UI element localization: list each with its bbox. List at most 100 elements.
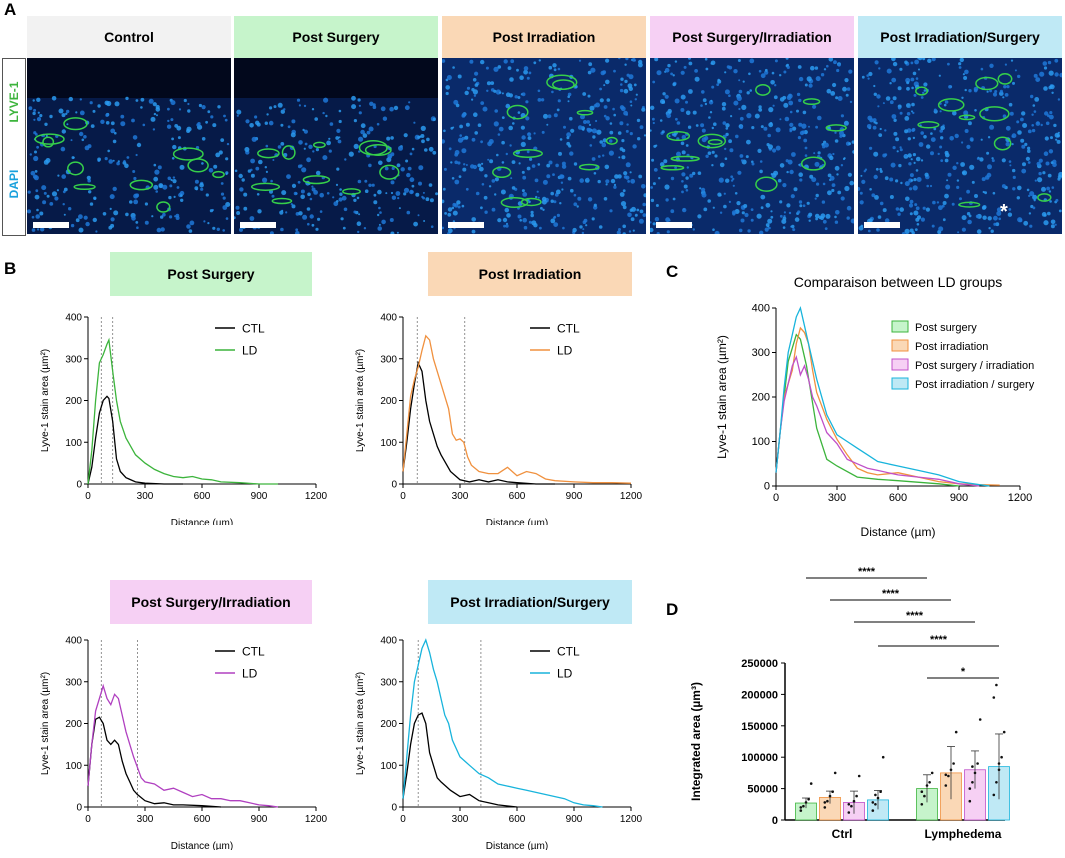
dapi-nucleus	[528, 200, 531, 204]
dapi-nucleus	[319, 192, 324, 198]
dapi-nucleus	[737, 59, 741, 62]
dapi-nucleus	[281, 190, 287, 196]
dapi-nucleus	[724, 71, 727, 74]
dapi-nucleus	[620, 83, 623, 86]
dapi-nucleus	[364, 179, 368, 183]
dapi-nucleus	[767, 133, 771, 138]
dapi-nucleus	[482, 106, 488, 112]
lyve1-vessel	[67, 161, 84, 176]
dapi-nucleus	[28, 106, 33, 111]
dapi-nucleus	[622, 189, 626, 193]
dapi-nucleus	[627, 212, 632, 218]
dapi-nucleus	[189, 220, 195, 226]
dapi-nucleus	[358, 104, 361, 107]
y-tick-label: 400	[65, 636, 82, 647]
dapi-nucleus	[845, 93, 849, 97]
dapi-nucleus	[280, 227, 284, 232]
dapi-nucleus	[329, 122, 334, 126]
dapi-nucleus	[523, 225, 528, 230]
dapi-nucleus	[521, 135, 526, 140]
dapi-nucleus	[108, 159, 113, 164]
dapi-nucleus	[740, 218, 745, 223]
dapi-nucleus	[507, 66, 512, 70]
dapi-nucleus	[828, 58, 834, 62]
series-line-post-irradiation-surgery	[775, 305, 990, 487]
dapi-nucleus	[151, 215, 154, 218]
micro-header-2: Post Surgery	[234, 16, 438, 58]
dapi-nucleus	[238, 173, 243, 179]
dapi-nucleus	[884, 129, 887, 132]
dapi-nucleus	[775, 127, 781, 133]
dapi-nucleus	[170, 178, 173, 182]
dapi-nucleus	[797, 210, 801, 214]
dapi-nucleus	[371, 183, 375, 187]
dapi-nucleus	[824, 227, 828, 231]
dapi-nucleus	[1039, 71, 1045, 77]
dapi-nucleus	[521, 189, 525, 193]
dapi-nucleus	[711, 126, 714, 130]
data-point	[949, 768, 953, 772]
dapi-nucleus	[803, 138, 808, 143]
dapi-nucleus	[846, 205, 852, 211]
dapi-nucleus	[380, 106, 386, 112]
dapi-nucleus	[155, 104, 160, 110]
dapi-nucleus	[770, 215, 774, 219]
dapi-nucleus	[152, 102, 157, 107]
dapi-nucleus	[561, 161, 566, 166]
dapi-nucleus	[1056, 134, 1060, 138]
dapi-nucleus	[923, 89, 927, 92]
dapi-nucleus	[79, 131, 84, 137]
dapi-nucleus	[808, 125, 810, 128]
dapi-nucleus	[442, 187, 446, 191]
data-point	[954, 730, 958, 734]
dapi-nucleus	[628, 230, 632, 233]
dapi-nucleus	[572, 227, 577, 233]
y-tick-label: 300	[752, 347, 770, 359]
dapi-nucleus	[459, 134, 462, 137]
dapi-nucleus	[34, 150, 37, 154]
dapi-nucleus	[1050, 136, 1053, 140]
dapi-nucleus	[904, 154, 907, 157]
dapi-nucleus	[1012, 168, 1016, 173]
dapi-nucleus	[806, 201, 810, 205]
dapi-nucleus	[760, 73, 766, 79]
dapi-nucleus	[358, 213, 361, 216]
dapi-nucleus	[670, 176, 675, 181]
dapi-nucleus	[603, 197, 608, 201]
dapi-nucleus	[435, 192, 438, 196]
dapi-nucleus	[1028, 212, 1032, 215]
dapi-nucleus	[160, 215, 164, 219]
dapi-nucleus	[728, 200, 731, 203]
dapi-nucleus	[760, 194, 766, 200]
dapi-nucleus	[625, 175, 630, 180]
series-line-ctl	[402, 360, 555, 485]
dapi-nucleus	[959, 197, 962, 201]
dapi-nucleus	[814, 213, 820, 219]
dapi-nucleus	[852, 150, 854, 154]
dapi-nucleus	[426, 137, 430, 142]
dapi-nucleus	[796, 109, 799, 113]
dapi-nucleus	[39, 211, 44, 216]
dapi-nucleus	[555, 163, 559, 168]
dapi-nucleus	[944, 193, 949, 199]
dapi-nucleus	[721, 106, 726, 111]
dapi-nucleus	[54, 196, 59, 201]
dapi-nucleus	[1038, 171, 1042, 176]
dapi-nucleus	[521, 92, 526, 97]
dapi-nucleus	[35, 214, 40, 219]
dapi-nucleus	[951, 202, 955, 206]
dapi-nucleus	[910, 179, 914, 182]
dapi-nucleus	[653, 144, 657, 148]
lyve1-vessel	[506, 104, 529, 120]
dapi-nucleus	[368, 183, 372, 187]
dapi-nucleus	[34, 194, 40, 200]
dapi-nucleus	[442, 139, 446, 144]
dapi-nucleus	[986, 90, 989, 93]
y-tick-label: 0	[76, 480, 82, 491]
dapi-nucleus	[993, 215, 998, 221]
dapi-nucleus	[835, 210, 840, 215]
dapi-nucleus	[620, 77, 624, 81]
dapi-nucleus	[726, 65, 731, 69]
dapi-nucleus	[475, 191, 480, 196]
dapi-nucleus	[668, 135, 671, 138]
